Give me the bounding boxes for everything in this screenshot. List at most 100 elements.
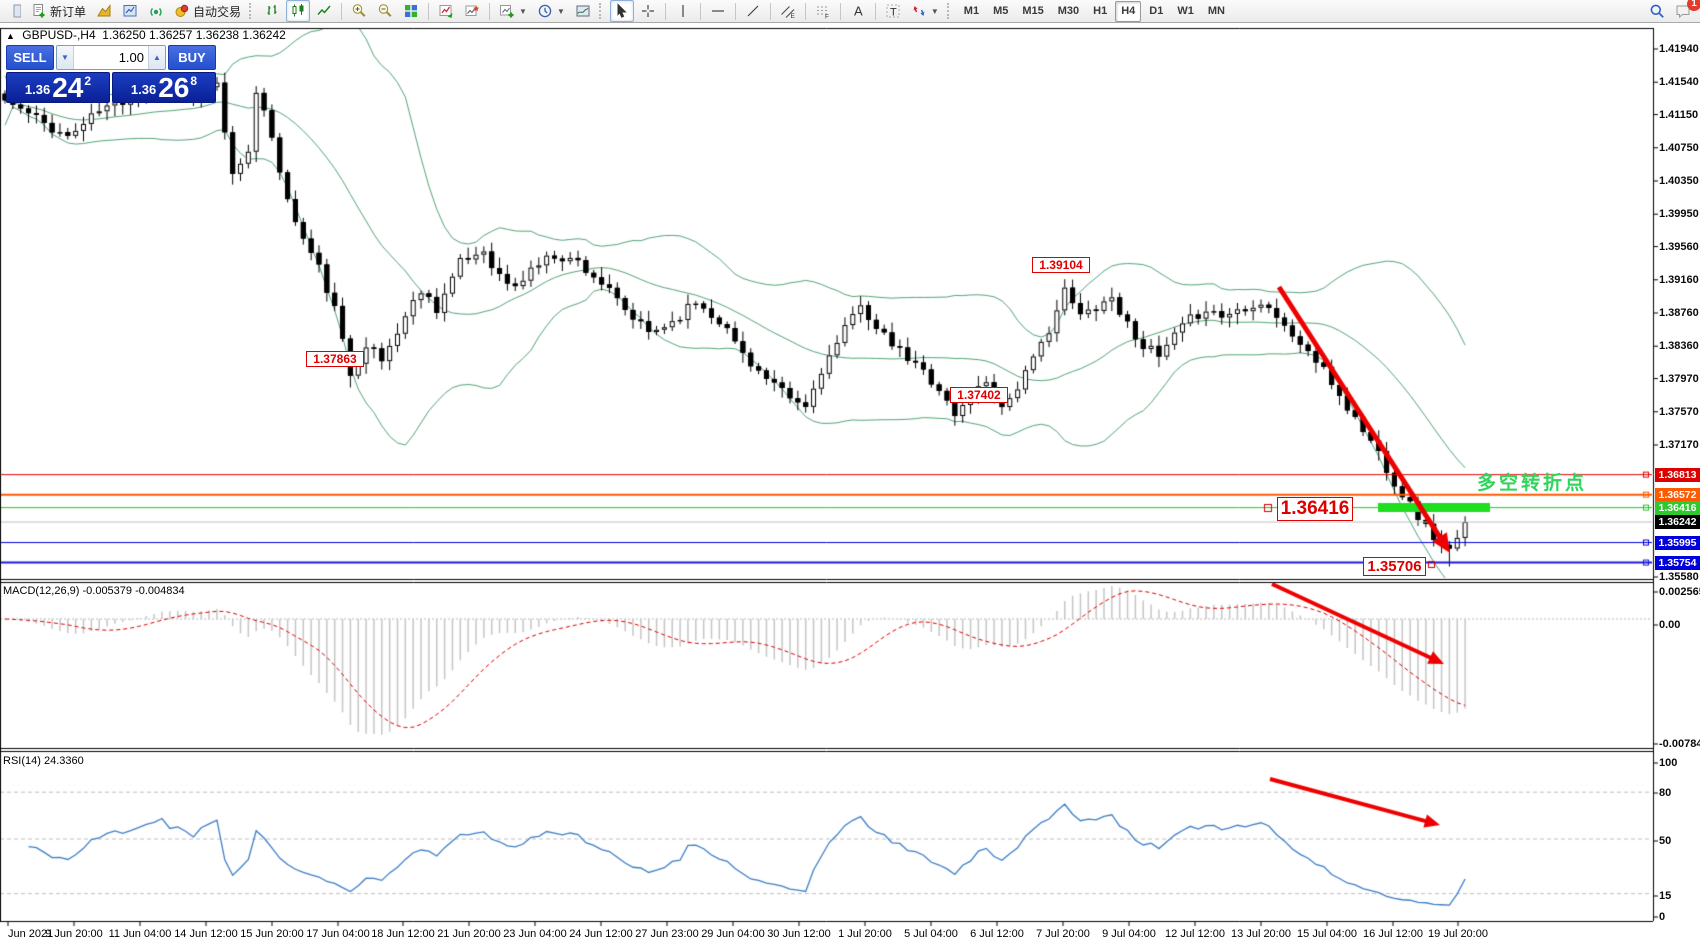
toolbar-separator [664, 2, 666, 20]
notification-badge: 1 [1687, 0, 1700, 11]
text-label-button[interactable]: T [881, 0, 905, 22]
svg-text:E: E [790, 13, 795, 19]
auto-trading-button[interactable]: 自动交易 [170, 0, 245, 22]
time-axis-label: 1 Jul 20:00 [838, 928, 892, 940]
price-axis-tick: 1.38360 [1659, 340, 1699, 353]
macd-axis-tick: 0.00 [1659, 619, 1681, 631]
tile-windows-button[interactable] [399, 0, 423, 22]
indicators-button[interactable] [434, 0, 458, 22]
arrows-dropdown[interactable]: ▼ [907, 0, 943, 22]
channel-button[interactable]: E [776, 0, 800, 22]
timeframe-button-d1[interactable]: D1 [1149, 5, 1164, 17]
price-annotation-label[interactable]: 1.37402 [950, 387, 1008, 403]
bar-chart-button[interactable] [260, 0, 284, 22]
price-axis-tick: 1.41940 [1659, 43, 1699, 55]
volume-down-button[interactable]: ▼ [57, 46, 74, 69]
buy-button[interactable]: BUY [168, 45, 216, 70]
timeframe-button-m15[interactable]: M15 [1022, 5, 1044, 17]
line-chart-button[interactable] [312, 0, 336, 22]
toolbar-separator [489, 2, 491, 20]
chart-collapse-icon[interactable]: ▲ [6, 31, 15, 41]
price-annotation-label[interactable]: 1.39104 [1032, 257, 1090, 273]
candlestick-button[interactable] [286, 0, 311, 22]
buy-price-display[interactable]: 1.36 26 8 [112, 72, 216, 103]
price-axis-tick: 1.38760 [1659, 307, 1699, 319]
template-button[interactable] [571, 0, 595, 22]
rsi-axis-tick: 0 [1659, 911, 1666, 923]
objects-list-button[interactable] [460, 0, 484, 22]
svg-text:T: T [890, 7, 897, 19]
volume-up-button[interactable]: ▲ [148, 46, 165, 69]
crosshair-button[interactable] [636, 0, 660, 22]
price-annotation-label[interactable]: 1.36416 [1277, 497, 1353, 521]
favorites-icon[interactable] [92, 0, 116, 22]
timeframe-button-h4[interactable]: H4 [1115, 0, 1142, 22]
notifications-button[interactable]: 1 [1671, 0, 1700, 22]
toolbar-grip [946, 3, 952, 19]
clipped-profile-icon[interactable] [1, 0, 25, 22]
price-axis-tick: 1.41540 [1659, 76, 1699, 89]
bull-bear-turning-point-note[interactable]: 多空转折点 [1477, 473, 1588, 494]
toolbar-separator [734, 2, 736, 20]
time-axis-label: 7 Jul 20:00 [1036, 928, 1090, 940]
timeframe-button-w1[interactable]: W1 [1177, 5, 1194, 17]
search-button[interactable] [1645, 0, 1669, 22]
time-axis-label: 24 Jun 12:00 [569, 928, 633, 940]
one-click-trading-panel: SELL ▼ 1.00 ▲ BUY 1.36 24 2 1.36 26 8 [6, 45, 216, 103]
zoom-out-button[interactable] [373, 0, 397, 22]
price-axis-tick: 1.39160 [1659, 273, 1699, 286]
toolbar-separator [699, 2, 701, 20]
chart-symbol-period: GBPUSD-,H4 [22, 28, 96, 42]
rsi-axis-tick: 15 [1659, 890, 1672, 902]
price-tag: 1.35754 [1655, 555, 1700, 570]
macd-indicator-label: MACD(12,26,9) -0.005379 -0.004834 [3, 585, 185, 597]
time-axis-label: 19 Jul 20:00 [1428, 928, 1488, 940]
toolbar-grip [598, 3, 604, 19]
timeframe-button-mn[interactable]: MN [1207, 5, 1225, 17]
trendline-button[interactable] [741, 0, 765, 22]
price-annotation-label[interactable]: 1.35706 [1363, 557, 1426, 576]
price-axis-tick: 1.37970 [1659, 372, 1699, 385]
volume-input[interactable]: 1.00 [118, 50, 144, 65]
new-chart-dropdown[interactable]: ▼ [495, 0, 531, 22]
macd-axis-tick: -0.007847 [1659, 738, 1700, 750]
price-axis-tick: 1.40750 [1659, 141, 1699, 154]
price-tag: 1.35995 [1655, 535, 1700, 550]
time-axis-label: 21 Jun 20:00 [437, 928, 501, 940]
timeframe-button-m5[interactable]: M5 [993, 5, 1009, 17]
timeframe-button-h1[interactable]: H1 [1093, 5, 1108, 17]
toolbar-separator [769, 2, 771, 20]
chevron-down-icon: ▼ [930, 6, 939, 16]
chevron-down-icon: ▼ [519, 6, 527, 16]
sell-price-pip: 2 [84, 74, 92, 88]
toolbar-separator [428, 2, 430, 20]
market-watch-icon[interactable] [118, 0, 142, 22]
time-axis-label: 17 Jun 04:00 [306, 928, 370, 940]
price-tag-current: 1.36242 [1655, 515, 1700, 530]
cursor-button[interactable] [609, 0, 634, 22]
price-annotation-label[interactable]: 1.37863 [306, 351, 364, 367]
timeframe-button-m30[interactable]: M30 [1057, 5, 1080, 17]
horizontal-line-button[interactable] [706, 0, 730, 22]
fibonacci-button[interactable]: F [811, 0, 835, 22]
price-axis-tick: 1.40350 [1659, 175, 1699, 187]
macd-axis-tick: 0.002565 [1659, 586, 1700, 598]
buy-price-big: 26 [158, 72, 190, 103]
time-axis-label: 18 Jun 12:00 [371, 928, 435, 940]
time-axis-label: 9 Jun 20:00 [45, 928, 103, 940]
period-dropdown[interactable]: ▼ [533, 0, 569, 22]
new-order-button[interactable]: 新订单 [27, 0, 90, 22]
zoom-in-button[interactable] [347, 0, 371, 22]
time-axis-label: 16 Jul 12:00 [1363, 928, 1423, 940]
time-axis-label: 13 Jul 20:00 [1231, 928, 1291, 940]
signals-icon[interactable] [144, 0, 168, 22]
sell-button[interactable]: SELL [6, 45, 54, 70]
price-tag: 1.36572 [1655, 487, 1700, 502]
price-axis-tick: 1.35580 [1659, 571, 1699, 583]
sell-price-display[interactable]: 1.36 24 2 [6, 72, 110, 103]
timeframe-button-m1[interactable]: M1 [963, 5, 980, 17]
time-axis-label: 14 Jun 12:00 [174, 928, 238, 940]
text-button[interactable]: A [846, 0, 870, 22]
vertical-line-button[interactable] [671, 0, 695, 22]
